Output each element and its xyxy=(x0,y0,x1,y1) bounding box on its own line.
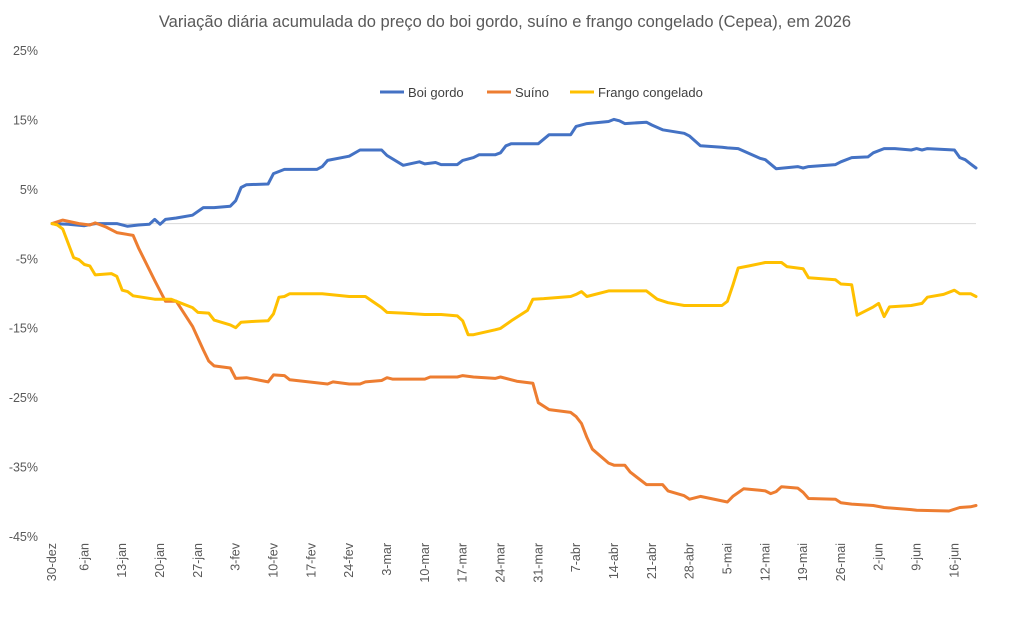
legend-label: Boi gordo xyxy=(408,85,464,100)
x-tick-label: 24-mar xyxy=(493,543,507,583)
series-line-boi-gordo xyxy=(50,117,978,228)
x-tick-label: 13-jan xyxy=(115,543,129,578)
y-tick-label: -15% xyxy=(9,322,38,336)
y-tick-label: -35% xyxy=(9,461,38,475)
x-tick-label: 12-mai xyxy=(758,543,772,581)
series-line-frango-congelado xyxy=(50,222,978,337)
x-tick-label: 5-mai xyxy=(720,543,734,574)
legend-label: Frango congelado xyxy=(598,85,703,100)
x-tick-label: 21-abr xyxy=(645,543,659,579)
y-tick-label: 15% xyxy=(13,113,38,127)
x-tick-label: 9-jun xyxy=(910,543,924,571)
x-tick-label: 30-dez xyxy=(45,543,59,581)
x-tick-label: 3-fev xyxy=(229,542,243,571)
x-tick-label: 17-mar xyxy=(456,543,470,583)
series-line-suíno xyxy=(50,218,978,513)
y-axis-tick-labels: 25% 15% 5% -5% -15% -25% -35% -45% xyxy=(9,44,38,544)
x-tick-label: 10-fev xyxy=(267,542,281,577)
x-tick-label: 10-mar xyxy=(418,543,432,583)
chart-title: Variação diária acumulada do preço do bo… xyxy=(159,13,851,31)
x-axis-tick-labels: 30-dez 6-jan 13-jan 20-jan 27-jan 3-fev 10-fev… xyxy=(45,542,961,582)
y-tick-label: 5% xyxy=(20,183,38,197)
legend-label: Suíno xyxy=(515,85,549,100)
x-tick-label: 31-mar xyxy=(531,543,545,583)
x-tick-label: 7-abr xyxy=(569,543,583,572)
x-tick-label: 2-jun xyxy=(872,543,886,571)
y-tick-label: -25% xyxy=(9,391,38,405)
x-tick-label: 28-abr xyxy=(683,543,697,579)
x-tick-label: 20-jan xyxy=(153,543,167,578)
legend: Boi gordo Suíno Frango congelado xyxy=(380,85,703,100)
x-tick-label: 6-jan xyxy=(77,543,91,571)
y-tick-label: 25% xyxy=(13,44,38,58)
y-tick-label: -45% xyxy=(9,530,38,544)
x-tick-label: 3-mar xyxy=(380,543,394,576)
y-tick-label: -5% xyxy=(16,252,38,266)
x-tick-label: 26-mai xyxy=(834,543,848,581)
x-tick-label: 27-jan xyxy=(191,543,205,578)
x-tick-label: 24-fev xyxy=(342,542,356,577)
x-tick-label: 14-abr xyxy=(607,543,621,579)
series-lines xyxy=(50,117,978,513)
x-tick-label: 16-jun xyxy=(947,543,961,578)
x-tick-label: 17-fev xyxy=(304,542,318,577)
x-tick-label: 19-mai xyxy=(796,543,810,581)
